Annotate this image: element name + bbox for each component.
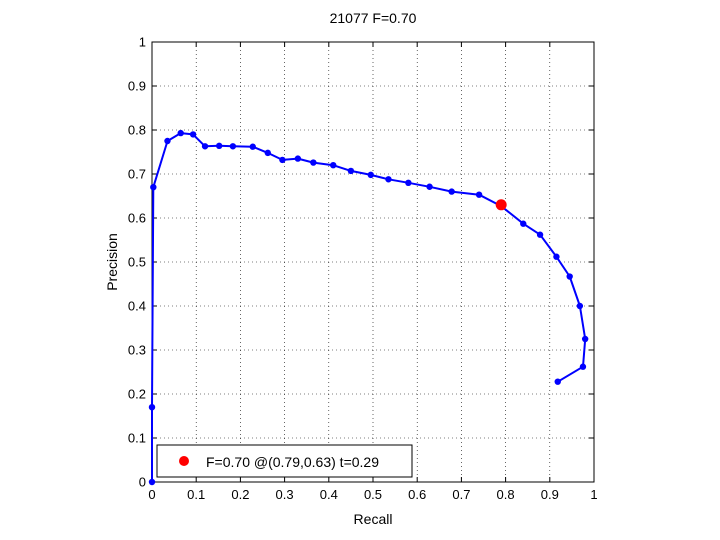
data-point	[310, 159, 317, 166]
data-point	[330, 162, 337, 169]
data-point	[201, 143, 209, 150]
x-tick-label: 0.1	[187, 487, 205, 502]
y-tick-label: 0.4	[128, 299, 146, 314]
data-point	[164, 137, 171, 145]
y-tick-label: 0.1	[128, 431, 146, 446]
data-point	[347, 167, 355, 175]
x-tick-label: 0.9	[541, 487, 559, 502]
y-axis: 0 0.1 0.2 0.3 0.4 0.5 0.6 0.7 0.8 0.9 1	[128, 35, 594, 490]
data-point	[426, 183, 433, 190]
data-point	[405, 179, 412, 186]
data-point	[294, 155, 302, 162]
data-point	[553, 253, 560, 260]
data-point	[367, 171, 374, 179]
y-axis-label: Precision	[104, 233, 120, 291]
data-point	[249, 143, 256, 150]
data-point	[520, 220, 527, 227]
data-point	[385, 176, 392, 183]
data-point	[264, 149, 272, 157]
data-point	[536, 231, 544, 238]
x-axis: 0 0.1 0.2 0.3 0.4 0.5 0.6 0.7 0.8 0.9 1	[148, 42, 598, 502]
highlight-point	[495, 199, 507, 211]
data-point	[566, 273, 573, 280]
x-tick-label: 0.3	[276, 487, 294, 502]
legend: F=0.70 @(0.79,0.63) t=0.29	[156, 444, 413, 478]
y-tick-label: 0	[139, 475, 146, 490]
y-tick-label: 0.9	[128, 79, 146, 94]
y-tick-label: 1	[139, 35, 146, 50]
data-point	[229, 143, 237, 150]
data-point	[189, 131, 197, 138]
chart-title: 21077 F=0.70	[330, 10, 417, 26]
data-point	[177, 129, 184, 137]
y-tick-label: 0.3	[128, 343, 146, 358]
x-tick-label: 0.6	[408, 487, 426, 502]
data-point	[576, 302, 584, 310]
y-tick-label: 0.7	[128, 167, 146, 182]
legend-marker	[179, 456, 189, 466]
x-tick-label: 0	[148, 487, 155, 502]
legend-label: F=0.70 @(0.79,0.63) t=0.29	[206, 454, 379, 470]
y-tick-label: 0.6	[128, 211, 146, 226]
x-tick-label: 0.5	[364, 487, 382, 502]
data-point	[448, 188, 455, 195]
y-tick-label: 0.8	[128, 123, 146, 138]
x-tick-label: 0.2	[231, 487, 249, 502]
legend-box	[156, 444, 413, 478]
y-tick-label: 0.5	[128, 255, 146, 270]
data-point	[148, 404, 156, 411]
x-tick-label: 1	[590, 487, 597, 502]
x-tick-label: 0.4	[320, 487, 338, 502]
series-layer	[148, 129, 589, 486]
data-point	[279, 156, 286, 164]
data-point	[150, 184, 157, 191]
data-point	[581, 335, 589, 343]
data-point	[475, 191, 483, 198]
data-point	[148, 478, 156, 486]
x-tick-label: 0.8	[497, 487, 515, 502]
data-point	[579, 363, 587, 370]
y-tick-label: 0.2	[128, 387, 146, 402]
x-tick-label: 0.7	[452, 487, 470, 502]
data-point	[554, 378, 561, 385]
data-point	[215, 142, 223, 150]
x-axis-label: Recall	[354, 511, 393, 527]
